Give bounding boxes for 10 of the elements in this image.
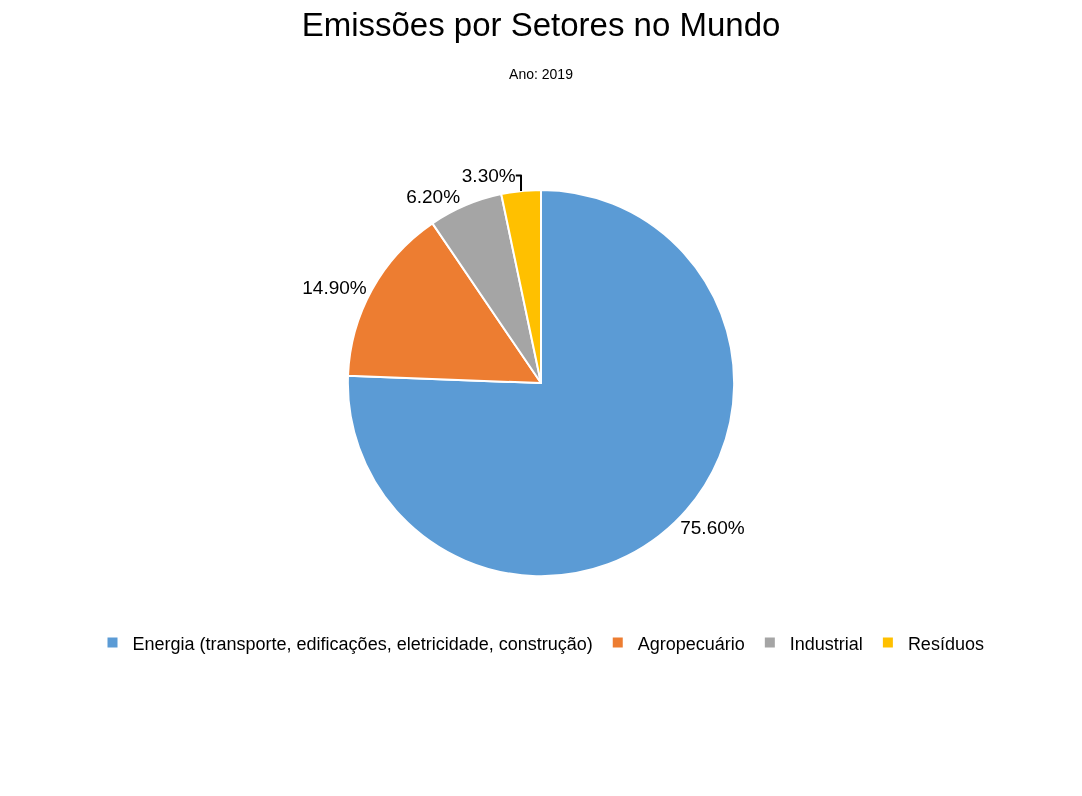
legend-label: Agropecuário: [637, 633, 745, 654]
chart-title: Emissões por Setores no Mundo: [301, 5, 781, 43]
data-label: 3.30%: [461, 164, 516, 186]
legend-label: Resíduos: [907, 633, 984, 654]
chart-subtitle: Ano: 2019: [509, 65, 574, 82]
legend-label: Energia (transporte, edificações, eletricidade, construção): [132, 633, 593, 654]
data-label: 75.60%: [680, 517, 745, 539]
data-label: 14.90%: [302, 276, 367, 298]
legend-label: Industrial: [789, 633, 863, 654]
data-label: 6.20%: [406, 185, 461, 207]
